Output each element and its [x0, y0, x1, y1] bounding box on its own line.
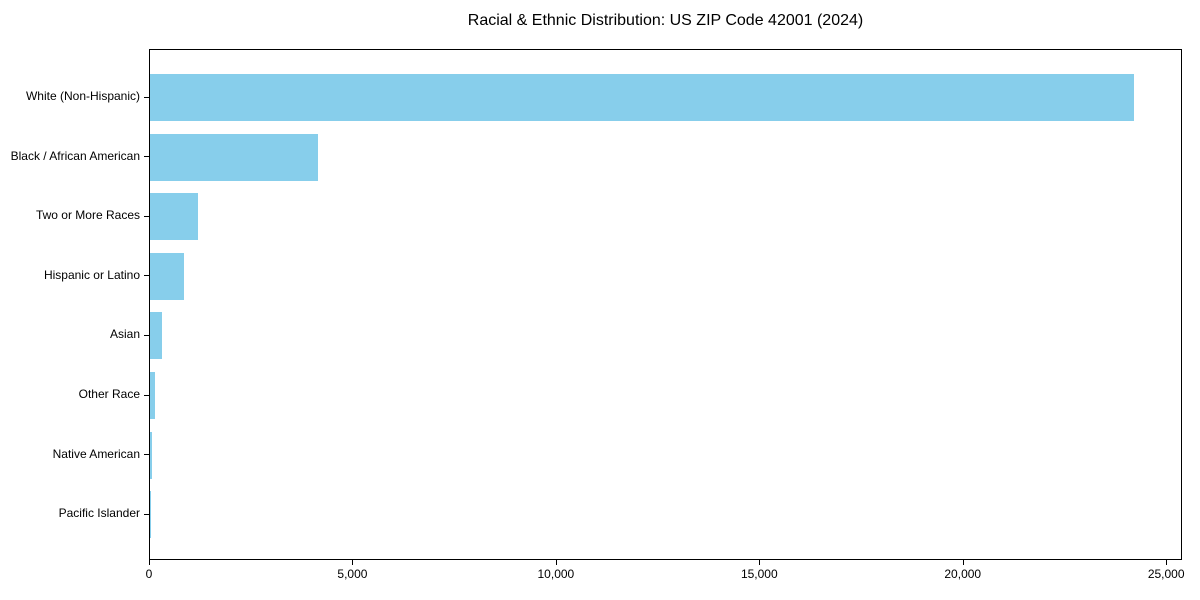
bar-native-american — [150, 431, 152, 479]
x-tick-mark — [555, 560, 557, 565]
bar-black-african-american — [150, 133, 319, 181]
x-tick-mark — [962, 560, 964, 565]
y-axis-label: Asian — [109, 327, 140, 342]
bar-asian — [150, 312, 162, 360]
y-axis-label: Native American — [52, 446, 140, 461]
y-tick-mark — [144, 156, 149, 158]
y-axis-label: Black / African American — [10, 148, 140, 163]
bar-hispanic-or-latino — [150, 252, 185, 300]
x-axis-tick-label: 20,000 — [944, 567, 982, 581]
y-tick-mark — [144, 275, 149, 277]
chart-title: Racial & Ethnic Distribution: US ZIP Cod… — [467, 12, 864, 29]
y-axis-label: White (Non-Hispanic) — [25, 89, 140, 103]
bar-other-race — [150, 372, 156, 419]
bar-white-non-hispanic — [150, 74, 1134, 121]
y-axis-label: Hispanic or Latino — [43, 267, 140, 282]
y-axis-label: Pacific Islander — [58, 506, 140, 521]
y-tick-mark — [144, 513, 149, 515]
x-tick-mark — [149, 560, 150, 565]
y-tick-mark — [144, 96, 149, 98]
y-tick-mark — [144, 215, 149, 217]
x-tick-mark — [352, 560, 354, 565]
x-axis-tick-label: 5,000 — [337, 567, 368, 581]
bar-two-or-more-races — [150, 193, 199, 241]
y-tick-mark — [144, 334, 149, 336]
x-tick-mark — [759, 560, 761, 565]
y-axis-label: Other Race — [78, 387, 140, 401]
y-axis-label: Two or More Races — [35, 208, 140, 223]
y-tick-mark — [144, 454, 149, 456]
x-tick-mark — [1166, 560, 1168, 565]
y-tick-mark — [144, 394, 149, 396]
x-axis-tick-label: 15,000 — [740, 567, 778, 581]
bar-pacific-islander — [150, 491, 151, 539]
plot-area — [149, 49, 1182, 560]
x-axis-tick-label: 10,000 — [537, 567, 575, 581]
x-axis-tick-label: 25,000 — [1147, 567, 1185, 581]
x-axis-tick-label: 0 — [145, 567, 153, 581]
